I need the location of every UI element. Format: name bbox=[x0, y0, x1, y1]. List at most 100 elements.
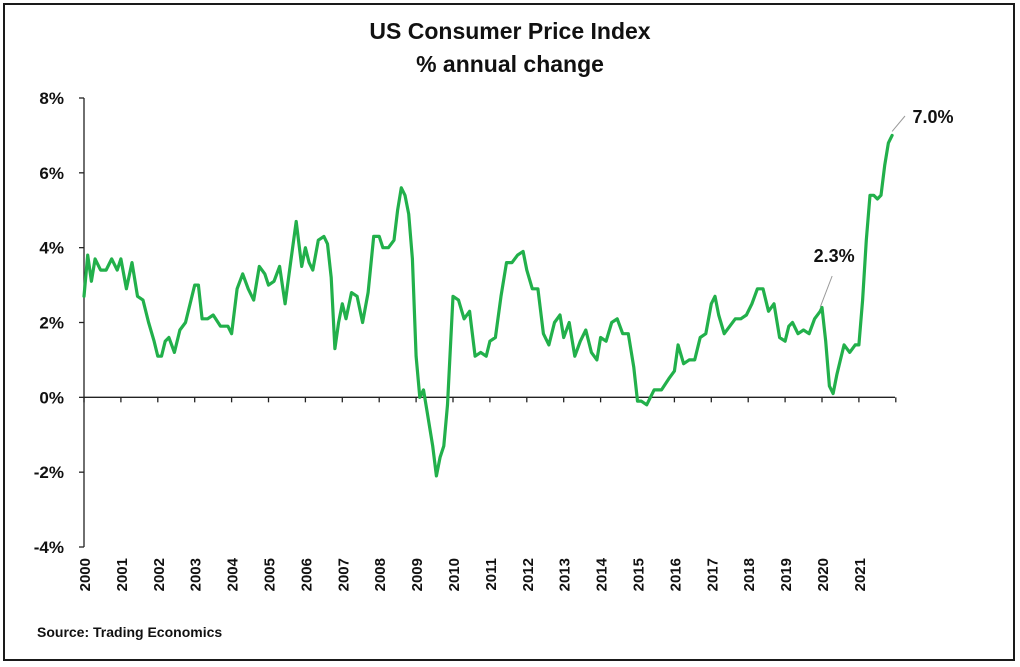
x-tick-label: 2003 bbox=[188, 558, 205, 591]
data-point bbox=[616, 317, 619, 320]
y-tick-label: 2% bbox=[39, 314, 64, 333]
data-point bbox=[167, 336, 171, 339]
data-point bbox=[660, 388, 663, 392]
data-point bbox=[272, 280, 276, 283]
data-point bbox=[451, 295, 455, 298]
data-point bbox=[632, 366, 635, 369]
data-point bbox=[713, 295, 717, 298]
data-point bbox=[820, 306, 824, 309]
data-point bbox=[344, 317, 348, 320]
data-point bbox=[865, 239, 868, 242]
data-point bbox=[595, 358, 599, 362]
data-point bbox=[516, 253, 519, 257]
data-point bbox=[422, 388, 425, 392]
x-tick-label: 2018 bbox=[741, 558, 758, 591]
data-point bbox=[640, 399, 643, 403]
data-point bbox=[667, 377, 671, 380]
data-point bbox=[341, 302, 344, 305]
data-point bbox=[473, 355, 477, 358]
data-point bbox=[673, 369, 676, 373]
data-point bbox=[82, 295, 86, 298]
data-point bbox=[839, 358, 842, 362]
y-tick-label: 6% bbox=[39, 164, 64, 183]
data-point bbox=[330, 276, 333, 279]
data-point bbox=[326, 242, 329, 246]
data-point bbox=[300, 265, 303, 268]
data-point bbox=[787, 325, 790, 328]
data-point bbox=[734, 317, 737, 320]
data-point bbox=[652, 388, 656, 392]
data-point bbox=[468, 310, 471, 313]
data-point bbox=[435, 474, 438, 478]
data-point bbox=[403, 194, 407, 197]
data-point bbox=[842, 343, 846, 347]
data-point bbox=[682, 362, 685, 365]
data-point bbox=[521, 250, 525, 253]
data-point bbox=[206, 317, 209, 320]
data-point bbox=[645, 403, 648, 406]
data-point bbox=[442, 444, 445, 448]
data-point bbox=[193, 283, 196, 287]
data-point bbox=[414, 355, 418, 358]
data-point bbox=[147, 321, 150, 324]
data-point bbox=[485, 355, 488, 358]
data-point bbox=[802, 328, 805, 332]
data-point bbox=[879, 194, 883, 197]
x-tick-label: 2015 bbox=[631, 558, 648, 591]
data-point bbox=[173, 351, 176, 354]
data-point bbox=[890, 134, 894, 137]
data-point bbox=[783, 340, 787, 343]
data-point bbox=[831, 392, 835, 395]
data-point bbox=[226, 325, 230, 328]
data-point bbox=[387, 246, 390, 249]
data-point bbox=[230, 332, 233, 335]
data-point bbox=[152, 340, 156, 343]
data-point bbox=[247, 287, 250, 290]
data-point bbox=[857, 343, 861, 347]
data-point bbox=[699, 336, 702, 339]
data-point bbox=[156, 355, 159, 358]
data-point bbox=[791, 321, 794, 324]
data-point bbox=[366, 291, 370, 294]
data-point bbox=[568, 321, 571, 324]
data-point bbox=[704, 332, 707, 335]
data-point bbox=[848, 351, 851, 354]
data-point bbox=[627, 332, 630, 335]
data-point bbox=[426, 411, 429, 414]
data-point bbox=[750, 302, 754, 305]
data-point bbox=[119, 257, 123, 261]
data-point bbox=[86, 253, 89, 257]
y-tick-label: 4% bbox=[39, 239, 64, 258]
y-tick-label: -4% bbox=[34, 538, 64, 557]
data-point bbox=[542, 332, 545, 335]
x-tick-label: 2013 bbox=[557, 558, 574, 591]
data-point bbox=[431, 444, 434, 448]
data-point bbox=[219, 325, 222, 328]
data-point bbox=[396, 209, 399, 212]
x-tick-label: 2019 bbox=[778, 558, 795, 591]
data-point bbox=[536, 287, 540, 290]
data-point bbox=[610, 321, 613, 324]
data-point bbox=[693, 358, 696, 362]
data-point bbox=[494, 336, 497, 339]
data-point bbox=[212, 313, 215, 317]
data-point bbox=[283, 302, 287, 305]
data-point bbox=[835, 373, 838, 377]
data-point bbox=[772, 302, 776, 305]
x-tick-label: 2016 bbox=[667, 558, 684, 591]
data-point bbox=[317, 239, 320, 242]
chart-source: Source: Trading Economics bbox=[37, 624, 223, 640]
data-point bbox=[872, 194, 875, 197]
annotation-leader-line bbox=[891, 115, 906, 132]
chart-subtitle: % annual change bbox=[416, 51, 604, 77]
x-tick-label: 2014 bbox=[594, 557, 611, 591]
data-point bbox=[828, 384, 831, 388]
annotation-label: 2.3% bbox=[814, 246, 855, 266]
data-point bbox=[407, 212, 410, 216]
data-point bbox=[104, 268, 108, 272]
data-point bbox=[337, 321, 340, 324]
data-point bbox=[887, 141, 890, 145]
data-point bbox=[688, 358, 691, 362]
data-point bbox=[824, 340, 827, 343]
